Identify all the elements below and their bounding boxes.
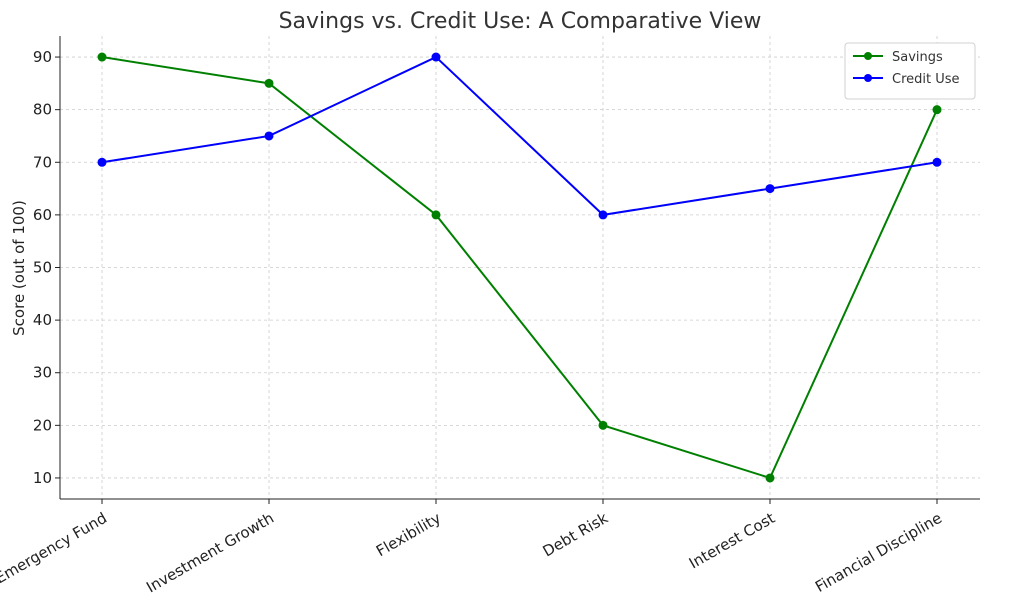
series-credit-use bbox=[97, 52, 942, 220]
x-tick-label: Investment Growth bbox=[143, 509, 277, 597]
data-point bbox=[264, 131, 274, 141]
y-axis-label: Score (out of 100) bbox=[10, 200, 28, 336]
legend-marker bbox=[864, 74, 872, 82]
data-point bbox=[598, 210, 608, 220]
series-savings bbox=[97, 52, 942, 483]
y-tick-label: 40 bbox=[33, 311, 52, 329]
data-point bbox=[932, 105, 942, 115]
y-tick-label: 20 bbox=[33, 416, 52, 434]
y-tick-label: 90 bbox=[33, 48, 52, 66]
grid bbox=[60, 36, 980, 499]
y-tick-label: 50 bbox=[33, 259, 52, 277]
data-point bbox=[598, 420, 608, 430]
series-group bbox=[97, 52, 942, 483]
series-line bbox=[101, 56, 938, 480]
data-point bbox=[765, 184, 775, 194]
y-tick-label: 60 bbox=[33, 206, 52, 224]
y-tick-label: 30 bbox=[33, 364, 52, 382]
y-tick-label: 10 bbox=[33, 469, 52, 487]
x-tick-label: Financial Discipline bbox=[812, 509, 945, 596]
data-point bbox=[97, 157, 107, 167]
legend: Savings Credit Use bbox=[844, 42, 976, 100]
data-point bbox=[431, 52, 441, 62]
axes: 10 20 30 40 50 60 70 80 90 Emergency Fund Investme… bbox=[0, 36, 980, 596]
legend-label: Savings bbox=[892, 50, 943, 65]
legend-item: Credit Use bbox=[853, 72, 960, 87]
x-tick-label: Flexibility bbox=[373, 509, 444, 560]
data-point bbox=[264, 78, 274, 88]
legend-item: Savings bbox=[853, 50, 943, 65]
x-tick-label: Emergency Fund bbox=[0, 509, 110, 587]
legend-label: Credit Use bbox=[892, 72, 960, 87]
x-tick-label: Debt Risk bbox=[540, 509, 612, 561]
data-point bbox=[431, 210, 441, 220]
legend-marker bbox=[864, 52, 872, 60]
series-line bbox=[101, 55, 938, 216]
data-point bbox=[97, 52, 107, 62]
data-point bbox=[932, 157, 942, 167]
data-point bbox=[765, 473, 775, 483]
y-tick-label: 80 bbox=[33, 101, 52, 119]
x-tick-label: Interest Cost bbox=[686, 509, 778, 573]
y-tick-label: 70 bbox=[33, 153, 52, 171]
chart-title: Savings vs. Credit Use: A Comparative Vi… bbox=[279, 9, 762, 34]
